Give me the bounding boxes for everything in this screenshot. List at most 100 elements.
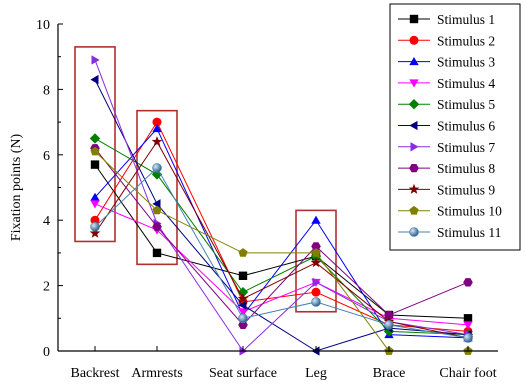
series-8-point-3 [238, 320, 248, 329]
legend-label-11: Stimulus 11 [437, 225, 501, 240]
legend-marker-4 [409, 79, 419, 88]
legend-entry-3: Stimulus 3 [398, 55, 495, 70]
y-tick-label-10: 10 [36, 18, 50, 33]
y-tick-label-6: 6 [43, 149, 50, 164]
legend-marker-10 [409, 205, 419, 215]
y-tick-label-0: 0 [43, 345, 50, 360]
series-2-point-1 [90, 215, 100, 225]
legend-entry-10: Stimulus 10 [398, 204, 502, 219]
series-7-line [94, 59, 469, 352]
series-3-point-2 [152, 124, 162, 133]
x-tick-label-brace: Brace [373, 366, 406, 381]
series-8 [90, 144, 473, 329]
series-1-point-3 [238, 271, 248, 280]
y-tick-label-8: 8 [43, 83, 50, 98]
legend-label-8: Stimulus 8 [437, 161, 495, 176]
legend-marker-7 [410, 142, 419, 152]
x-tick-label-armrests: Armrests [131, 366, 182, 381]
series-11-point-2 [152, 163, 162, 173]
legend-box [389, 3, 521, 251]
legend-entry-4: Stimulus 4 [398, 76, 495, 91]
series-10-point-1 [90, 146, 100, 156]
series-2-point-2 [152, 117, 162, 127]
series-11-point-3 [238, 313, 248, 324]
series-11-point-4 [311, 297, 321, 307]
legend-marker-9 [408, 183, 420, 194]
legend-entry-2: Stimulus 2 [398, 33, 495, 48]
series-3-point-1 [90, 192, 100, 201]
series-4-line [94, 203, 469, 326]
series-11-point-5 [384, 320, 394, 330]
series-3-line [94, 127, 469, 339]
x-tick-label-chair-foot: Chair foot [439, 366, 496, 381]
series-9-point-4 [310, 257, 322, 268]
series-6-point-3 [238, 300, 247, 310]
series-7-point-4 [312, 277, 321, 288]
series-4-point-1 [90, 200, 100, 209]
legend: Stimulus 1 Stimulus 2 Stimulus 3 Stimulus 4… [389, 3, 521, 251]
legend-marker-8 [409, 163, 419, 173]
series-2-point-4 [311, 287, 321, 297]
series-6-point-1 [90, 74, 99, 85]
legend-entry-1: Stimulus 1 [398, 12, 495, 27]
series-1-point-1 [90, 160, 100, 169]
legend-label-7: Stimulus 7 [437, 140, 495, 155]
y-tick-label-4: 4 [43, 214, 50, 229]
legend-marker-1 [409, 14, 419, 24]
legend-entry-6: Stimulus 6 [398, 119, 495, 134]
legend-entry-5: Stimulus 5 [398, 97, 495, 112]
y-tick-label-2: 2 [43, 280, 50, 295]
series-11-point-1 [90, 221, 100, 232]
legend-label-1: Stimulus 1 [437, 12, 495, 27]
x-tick-label-leg: Leg [305, 366, 327, 381]
legend-label-4: Stimulus 4 [437, 76, 495, 91]
series-8-line [94, 147, 469, 326]
series-8-point-5 [384, 310, 394, 320]
x-tick-label-backrest: Backrest [71, 366, 120, 381]
series-1-point-2 [152, 248, 162, 258]
highlight-boxes [74, 46, 337, 313]
series-8-point-6 [463, 278, 473, 287]
legend-label-6: Stimulus 6 [437, 119, 495, 134]
series-8-point-4 [311, 242, 321, 251]
legend-marker-11 [409, 227, 419, 237]
x-tick-label-seat-surface: Seat surface [209, 366, 277, 381]
series-1-line [94, 164, 469, 319]
legend-label-5: Stimulus 5 [437, 97, 495, 112]
legend-entry-7: Stimulus 7 [398, 140, 495, 155]
series-4-point-3 [238, 308, 248, 317]
series-9-line [94, 140, 469, 339]
series-8-point-2 [152, 222, 162, 231]
series-3-point-4 [311, 215, 321, 224]
legend-entry-8: Stimulus 8 [398, 161, 495, 176]
legend-label-9: Stimulus 9 [437, 182, 495, 197]
legend-marker-3 [409, 57, 419, 66]
legend-marker-2 [409, 35, 419, 45]
series-11-line [94, 167, 469, 339]
legend-label-2: Stimulus 2 [437, 33, 495, 48]
series-5-point-1 [89, 133, 101, 144]
series-5-line [94, 138, 469, 336]
series-11-point-6 [463, 333, 473, 343]
series-11 [90, 163, 473, 343]
series-7-point-1 [91, 55, 100, 65]
y-axis-label: Fixation points (N) [9, 134, 24, 242]
series-10-point-3 [238, 248, 248, 257]
legend-entry-11: Stimulus 11 [398, 225, 501, 240]
legend-label-3: Stimulus 3 [437, 55, 495, 70]
legend-label-10: Stimulus 10 [437, 204, 502, 219]
axes: 0 2 4 6 8 10 Backrest Armrests Seat surface Leg Br… [9, 18, 498, 381]
series-lines [89, 55, 474, 356]
legend-marker-6 [409, 120, 418, 131]
series-1-point-6 [463, 314, 473, 323]
series-6-point-2 [152, 199, 161, 209]
series-9-point-1 [89, 227, 101, 238]
legend-marker-5 [408, 99, 420, 110]
series-4-point-6 [463, 321, 473, 330]
series-10-point-2 [152, 205, 162, 215]
series-9-point-2 [151, 136, 163, 147]
series-10-point-4 [311, 248, 321, 257]
series-6-line [94, 79, 469, 352]
series-9-point-3 [237, 293, 249, 304]
